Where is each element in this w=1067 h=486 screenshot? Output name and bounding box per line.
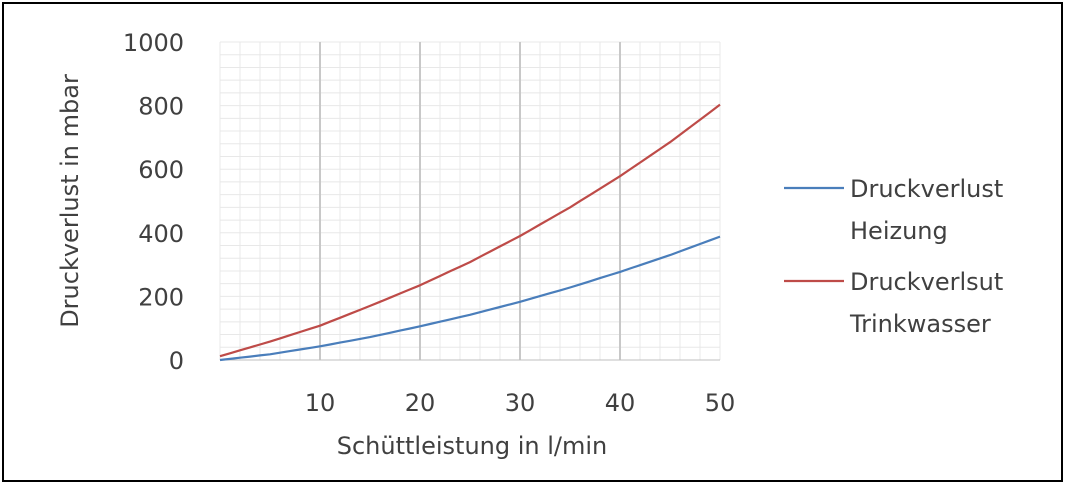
legend: Druckverlust Heizung Druckverlsut Trinkwass… xyxy=(784,175,1003,338)
y-tick-label: 800 xyxy=(138,93,184,121)
line-chart: 0 200 400 600 800 1000 10 20 30 40 50 Schüttleist… xyxy=(56,29,1003,460)
y-tick-label: 600 xyxy=(138,156,184,184)
x-tick-label: 40 xyxy=(605,389,636,417)
x-tick-label: 30 xyxy=(505,389,536,417)
plot-area xyxy=(220,42,720,360)
x-tick-labels: 10 20 30 40 50 xyxy=(305,389,736,417)
y-tick-labels: 0 200 400 600 800 1000 xyxy=(123,29,184,375)
x-axis-title: Schüttleistung in l/min xyxy=(337,432,608,460)
series-lines xyxy=(219,103,721,362)
y-tick-label: 400 xyxy=(138,220,184,248)
series-line-1 xyxy=(219,235,721,362)
x-tick-label: 10 xyxy=(305,389,336,417)
y-axis-title: Druckverlust in mbar xyxy=(56,74,84,328)
y-tick-label: 0 xyxy=(169,347,184,375)
y-tick-label: 200 xyxy=(138,283,184,311)
legend-label-2: Druckverlsut Trinkwasser xyxy=(849,268,1003,338)
y-tick-label: 1000 xyxy=(123,29,184,57)
legend-label-1: Druckverlust Heizung xyxy=(850,175,1003,245)
x-tick-label: 20 xyxy=(405,389,436,417)
minor-gridlines xyxy=(219,41,721,361)
series-line-2 xyxy=(219,103,721,358)
major-gridlines xyxy=(220,42,720,361)
x-tick-label: 50 xyxy=(705,389,736,417)
